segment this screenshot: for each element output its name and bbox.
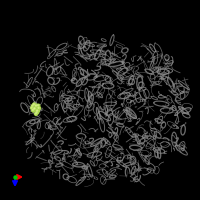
Circle shape <box>31 107 33 109</box>
Circle shape <box>36 111 38 114</box>
Circle shape <box>35 113 37 115</box>
Circle shape <box>35 113 36 114</box>
Circle shape <box>32 105 33 106</box>
Circle shape <box>37 107 41 110</box>
Circle shape <box>31 105 34 107</box>
Circle shape <box>33 107 37 111</box>
Circle shape <box>37 104 40 107</box>
Circle shape <box>34 108 35 109</box>
Circle shape <box>38 107 39 108</box>
Circle shape <box>35 104 38 108</box>
Circle shape <box>36 109 39 113</box>
Circle shape <box>37 110 38 111</box>
Circle shape <box>32 109 35 112</box>
Circle shape <box>36 112 37 113</box>
Circle shape <box>31 107 32 108</box>
Circle shape <box>35 105 36 106</box>
Circle shape <box>33 103 36 106</box>
Circle shape <box>33 104 34 105</box>
